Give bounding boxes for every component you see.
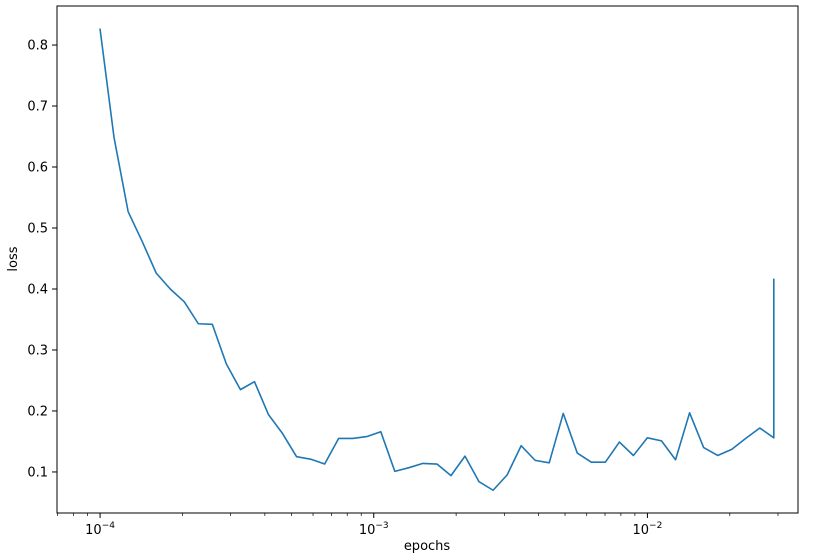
x-tick-label-exponent: −4	[102, 521, 116, 531]
x-tick-label-base: 10	[633, 523, 650, 538]
x-tick-label: 10−4	[85, 521, 115, 538]
x-tick-label-base: 10	[85, 523, 102, 538]
y-tick-label: 0.7	[27, 100, 48, 115]
x-tick-label-base: 10	[359, 523, 376, 538]
y-tick-label: 0.4	[27, 282, 48, 297]
plot-frame	[56, 5, 799, 514]
y-tick-label: 0.6	[27, 161, 48, 176]
series-layer	[99, 28, 775, 492]
y-tick-label: 0.8	[27, 39, 48, 54]
x-tick-label: 10−2	[633, 521, 663, 538]
y-axis-label: loss	[6, 246, 21, 271]
y-axis: 0.1 0.2 0.3 0.4 0.5 0.6 0.7 0.8	[27, 39, 57, 480]
y-tick-label: 0.3	[27, 343, 48, 358]
loss-series-line	[99, 28, 775, 492]
y-tick-label: 0.2	[27, 404, 48, 419]
x-axis: 10−4 10−3 10−2	[57, 513, 779, 538]
x-axis-label: epochs	[404, 539, 451, 554]
y-tick-label: 0.1	[27, 465, 48, 480]
y-tick-label: 0.5	[27, 221, 48, 236]
x-tick-label: 10−3	[359, 521, 389, 538]
x-tick-label-exponent: −2	[649, 521, 662, 531]
x-tick-label-exponent: −3	[375, 521, 388, 531]
